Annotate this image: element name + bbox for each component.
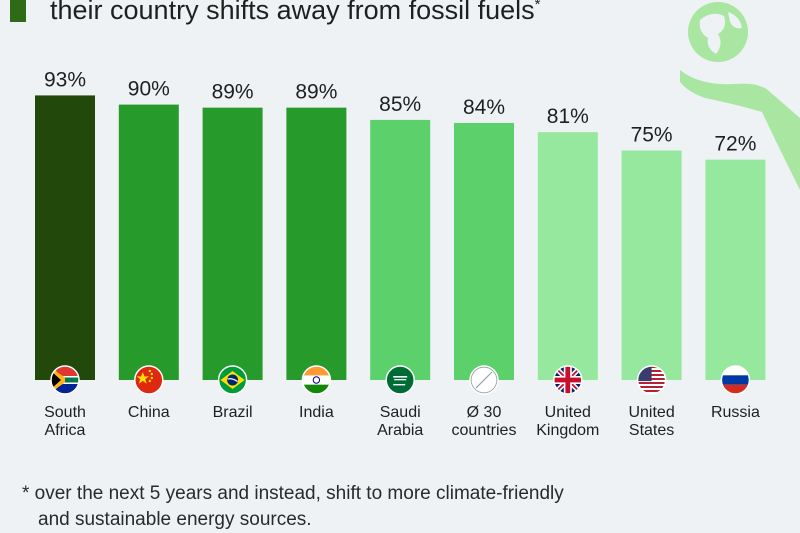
bar [454,122,514,381]
bar-value-label: 89% [295,81,337,104]
category-label: United [545,404,591,421]
flag-saudi-arabia-icon-ring [385,365,415,395]
category-label: countries [452,422,517,439]
globe-in-hand-icon [680,2,800,190]
flag-uk-icon [553,365,583,395]
footnote-line-2: and sustainable energy sources. [38,509,312,530]
bar [202,107,263,380]
subtitle-asterisk: * [534,0,541,13]
bar [621,150,682,380]
flag-india-icon-ring [301,365,332,395]
flag-saudi-arabia-icon [385,365,415,395]
flag-china-icon-ring [134,365,164,395]
flag-russia-icon-ring [720,365,751,395]
bar-value-label: 85% [379,93,421,116]
category-label: Arabia [377,422,423,439]
category-label: Africa [45,422,86,439]
footnote-line-1: * over the next 5 years and instead, shi… [22,483,564,504]
category-label: States [629,422,674,439]
title-marker [10,0,26,22]
subtitle-text: their country shifts away from fossil fu… [50,0,541,27]
chart-subtitle: their country shifts away from fossil fu… [10,0,541,27]
category-label: Saudi [380,404,421,421]
flag-brazil-icon [217,365,248,395]
category-label: Russia [711,404,760,421]
flag-china-icon [134,365,164,395]
flag-brazil-icon-ring [217,365,248,395]
bar [35,95,95,381]
bar [118,104,179,380]
flag-usa-icon-ring [636,365,667,395]
category-label: Ø 30 [467,404,502,421]
bar-value-label: 75% [631,124,673,147]
bar [705,159,766,380]
average-icon [469,365,499,395]
category-label: India [299,404,334,421]
category-label: Kingdom [536,422,599,439]
bar [537,132,598,380]
bar-value-label: 89% [212,81,254,104]
category-label: South [44,404,86,421]
bar-value-label: 81% [547,105,589,128]
flag-russia-icon [720,365,751,395]
flag-south-africa-icon-ring [50,365,80,395]
bar-value-label: 93% [44,68,86,91]
footnote: * over the next 5 years and instead, shi… [22,481,564,533]
bar-value-label: 84% [463,96,505,119]
bar-value-label: 72% [714,133,756,156]
flag-uk-icon-ring [553,365,583,395]
bar [286,107,347,380]
bar [370,119,431,381]
flag-india-icon [301,365,332,395]
flag-south-africa-icon [50,365,80,395]
category-label: Brazil [213,404,253,421]
category-label: United [628,404,674,421]
bar-value-label: 90% [128,78,170,101]
average-icon-ring [469,365,499,395]
category-label: China [128,404,170,421]
flag-usa-icon [636,365,667,395]
subtitle-text-main: their country shifts away from fossil fu… [50,0,535,25]
